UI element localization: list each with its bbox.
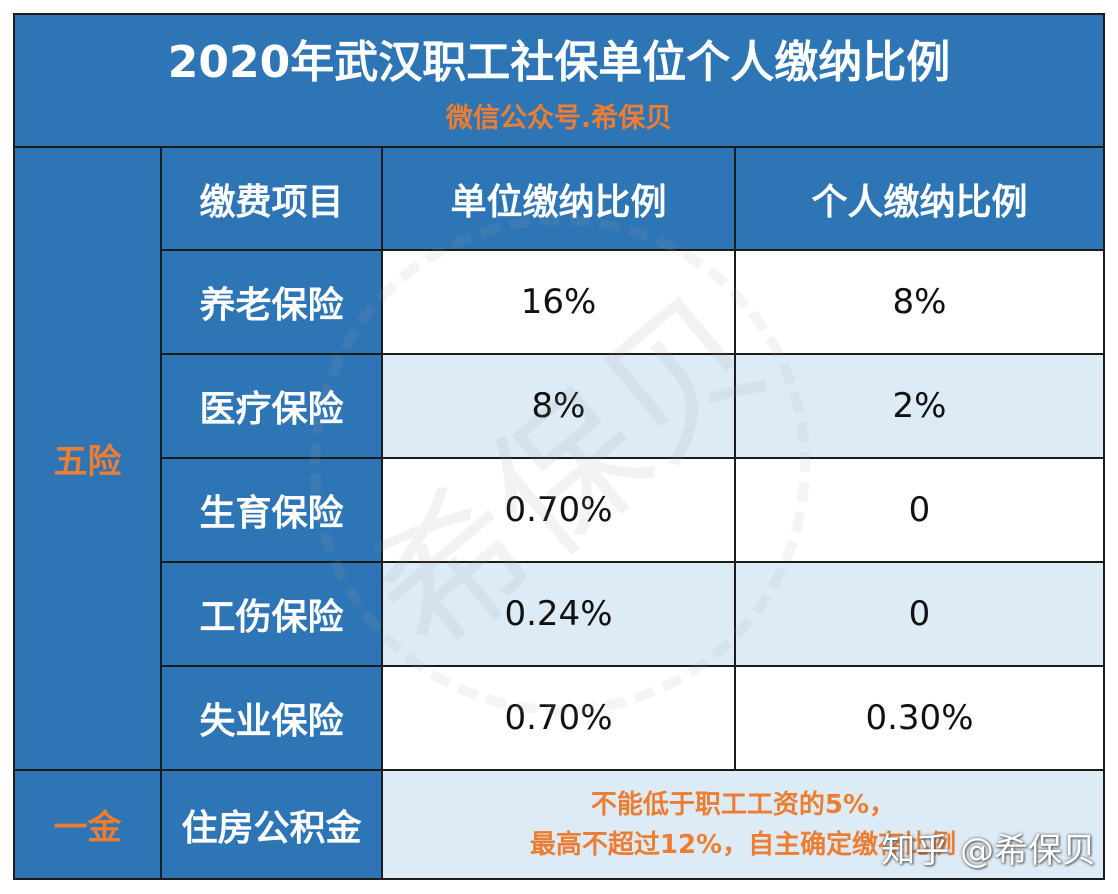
table: 2020年武汉职工社保单位个人缴纳比例 微信公众号.希保贝 缴费项目 单位缴纳比…	[13, 13, 1105, 880]
subtitle: 微信公众号.希保贝	[445, 103, 673, 134]
cell: 2%	[736, 355, 1103, 457]
row-label: 医疗保险	[162, 355, 381, 457]
cell: 0.70%	[383, 459, 734, 561]
cell: 0	[736, 459, 1103, 561]
title-cell: 2020年武汉职工社保单位个人缴纳比例 微信公众号.希保贝	[15, 15, 1103, 146]
title: 2020年武汉职工社保单位个人缴纳比例	[167, 37, 951, 88]
column-header: 缴费项目	[162, 148, 381, 249]
note-line: 最高不超过12%，自主确定缴存比例	[529, 829, 957, 860]
cell: 8%	[383, 355, 734, 457]
cell: 8%	[736, 251, 1103, 353]
cell: 0.24%	[383, 563, 734, 665]
note-line: 不能低于职工工资的5%，	[590, 789, 896, 820]
cell: 0.30%	[736, 667, 1103, 769]
group-label: 五险	[15, 148, 160, 769]
merged-cell: 不能低于职工工资的5%， 最高不超过12%，自主确定缴存比例	[383, 771, 1103, 878]
column-header: 个人缴纳比例	[736, 148, 1103, 249]
row-label: 工伤保险	[162, 563, 381, 665]
row-label: 失业保险	[162, 667, 381, 769]
group-label: 一金	[15, 771, 160, 878]
row-label: 生育保险	[162, 459, 381, 561]
cell: 0	[736, 563, 1103, 665]
row-label: 住房公积金	[162, 771, 381, 878]
column-header: 单位缴纳比例	[383, 148, 734, 249]
cell: 0.70%	[383, 667, 734, 769]
cell: 16%	[383, 251, 734, 353]
row-label: 养老保险	[162, 251, 381, 353]
